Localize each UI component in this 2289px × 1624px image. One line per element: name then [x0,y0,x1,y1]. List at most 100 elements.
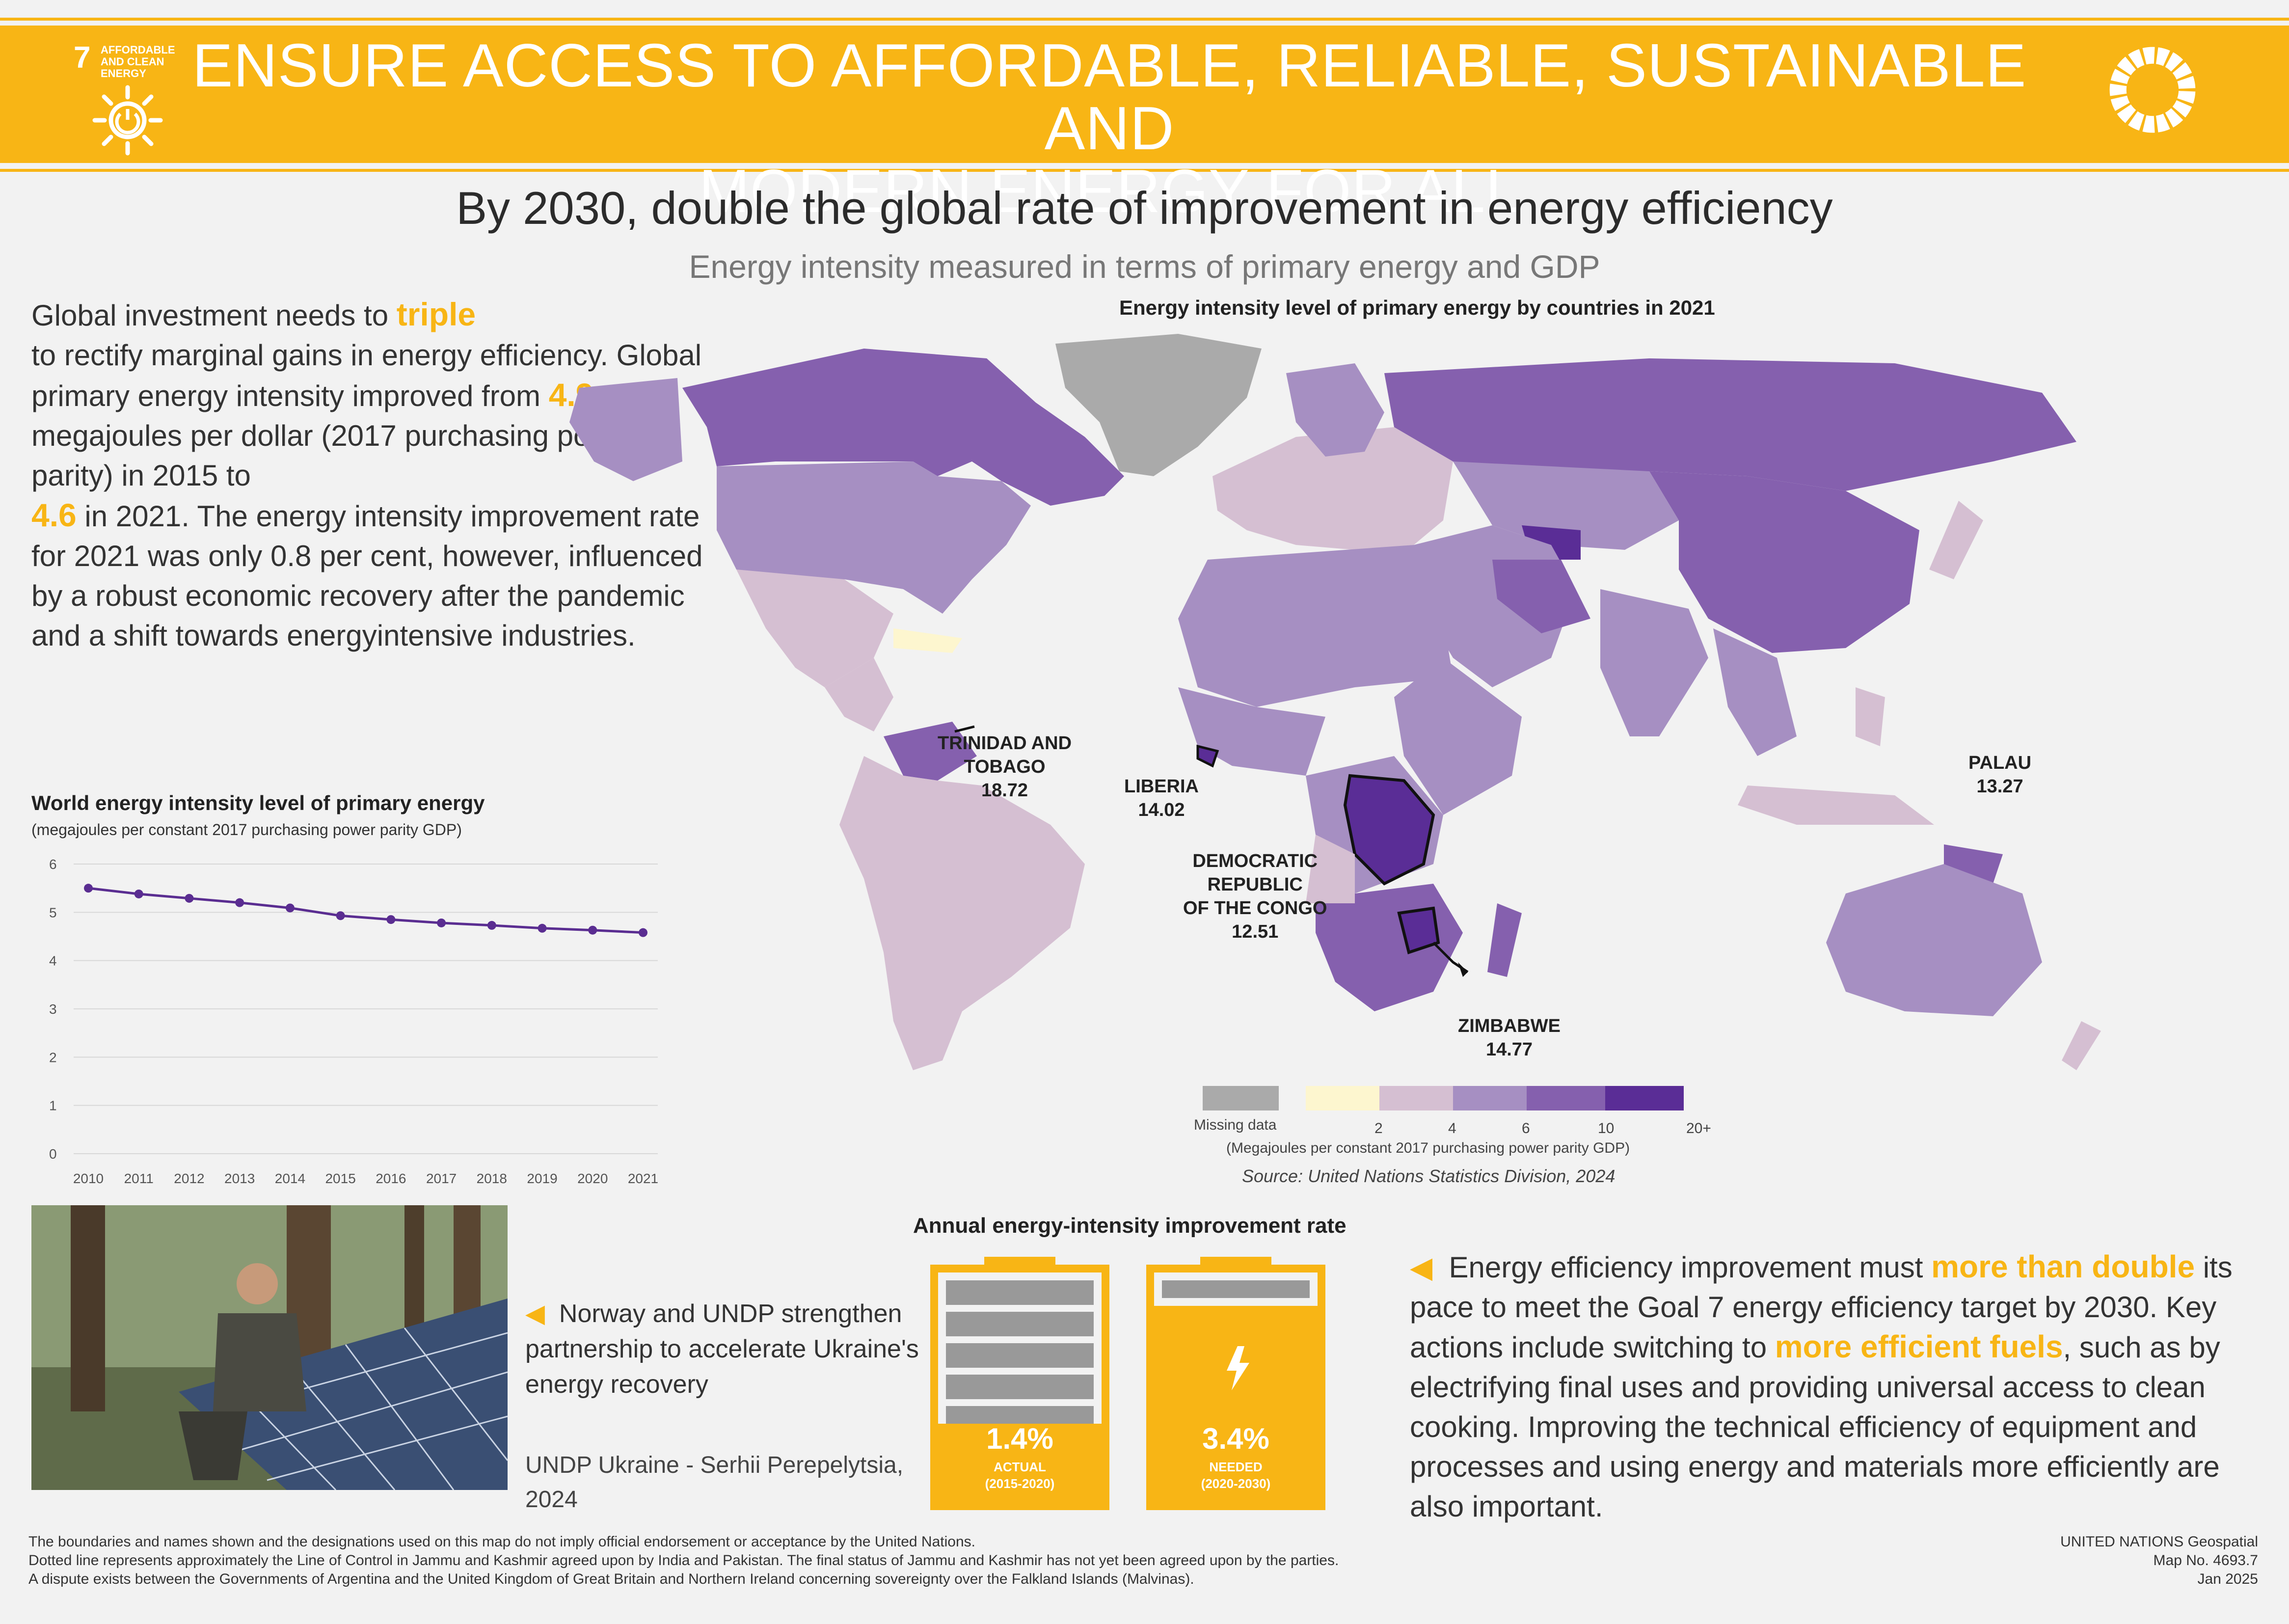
label-liberia-line1: LIBERIA [1124,776,1199,797]
sdg-wheel-segment [2165,108,2183,128]
data-point [487,920,496,930]
sdg-wheel-segment [2110,95,2130,111]
battery-segment [1162,1280,1310,1298]
map-region-europe [1212,427,1453,550]
sub-subtitle: Energy intensity measured in terms of pr… [689,248,1600,285]
efficiency-highlight-fuels: more efficient fuels [1775,1329,2063,1364]
y-tick-label: 1 [49,1098,57,1113]
x-tick-label: 2011 [124,1171,154,1186]
map-region-australia [1826,864,2042,1016]
map-region-zimbabwe [1397,906,1440,954]
y-tick-label: 3 [49,1001,57,1017]
sdg-wheel-segment [2128,111,2145,131]
intro-part-2: to rectify marginal gains in energy effi… [31,339,702,412]
header-bottom-line [0,169,2289,172]
battery-needed-cap [1200,1257,1271,1265]
label-trinidad-line2: TOBAGO [964,757,1046,777]
sdg-wheel-segment [2172,100,2192,118]
x-tick-label: 2018 [477,1171,507,1186]
map-region-china [1649,471,1919,653]
label-zimbabwe: ZIMBABWE 14.77 [1458,1014,1561,1061]
label-liberia-value: 14.02 [1138,800,1185,820]
map-region-south-america [839,756,1085,1070]
sdg-wheel-segment [2117,104,2136,123]
legend-swatch-missing [1203,1086,1279,1110]
battery-needed-body: 3.4% NEEDED (2020-2030) [1146,1265,1325,1510]
map-region-central-america [825,658,893,731]
photo-credit: UNDP Ukraine - Serhii Perepelytsia, 2024 [525,1452,904,1513]
x-tick-label: 2016 [376,1171,406,1186]
label-drc: DEMOCRATIC REPUBLIC OF THE CONGO 12.51 [1183,849,1327,944]
legend-unit: (Megajoules per constant 2017 purchasing… [1226,1140,1630,1156]
title-line-1: ENSURE ACCESS TO AFFORDABLE, RELIABLE, S… [192,32,2027,162]
energy-sun-icon [92,85,163,156]
data-point [185,893,194,903]
data-point [538,923,547,933]
intro-part-3: megajoules per dollar (2017 purchasing p… [31,419,638,492]
sdg-wheel-segment [2172,62,2192,80]
footnote-line-1: The boundaries and names shown and the d… [28,1534,975,1550]
map-region-madagascar [1487,903,1522,977]
goal-label: AFFORDABLE AND CLEAN ENERGY [101,44,175,80]
map-region-southeast-asia [1713,628,1797,756]
line-chart-subtitle: (megajoules per constant 2017 purchasing… [31,821,462,839]
data-point [134,889,143,898]
data-point [336,911,345,920]
data-point [437,918,446,927]
label-drc-line3: OF THE CONGO [1183,898,1327,919]
sdg-wheel-segment [2156,113,2170,133]
map-credits: UNITED NATIONS Geospatial Map No. 4693.7… [1914,1533,2258,1589]
map-region-north-africa [1178,545,1453,707]
x-tick-label: 2015 [325,1171,355,1186]
map-region-alaska [569,378,682,481]
map-region-mexico [736,569,893,687]
efficiency-text-part-1: Energy efficiency improvement must [1449,1251,1932,1284]
sdg-wheel-segment [2128,49,2145,69]
x-tick-label: 2012 [174,1171,204,1186]
legend-tick-10: 10 [1598,1120,1615,1137]
header-top-line [0,18,2289,21]
sdg-wheel-segment [2177,76,2196,89]
map-region-angola [1306,835,1355,903]
legend-tick-2: 2 [1374,1120,1383,1137]
battery-segment [946,1375,1094,1399]
legend-swatch-10-20 [1605,1086,1684,1110]
label-zimbabwe-line1: ZIMBABWE [1458,1016,1561,1036]
map-region-liberia [1196,744,1219,768]
battery-segment [946,1312,1094,1336]
lightning-bolt-icon [1227,1346,1249,1390]
battery-actual: 1.4% ACTUAL (2015-2020) [930,1257,1109,1510]
label-trinidad: TRINIDAD AND TOBAGO 18.72 [938,731,1072,802]
sdg-wheel-segment [2109,83,2127,96]
efficiency-text-part-3: , such as by electrifying final uses and… [1410,1331,2220,1523]
map-region-iran [1492,560,1590,633]
actual-rate-value: 1.4% [986,1422,1053,1455]
data-point [639,928,647,937]
title-line-2: MODERN ENERGY FOR ALL [699,158,1520,225]
sdg-wheel-segment [2156,47,2170,66]
efficiency-text: ◀ Energy efficiency improvement must mor… [1410,1247,2264,1526]
battery-needed: 3.4% NEEDED (2020-2030) [1146,1257,1325,1510]
subtitle: By 2030, double the global rate of impro… [456,182,1833,234]
trinidad-callout-line [954,725,975,733]
world-energy-intensity-line-chart: 0 1 2 3 4 5 6 2010 2011 2012 2013 2014 2015 2016 2017 2… [49,857,658,1186]
label-palau: PALAU 13.27 [1968,751,2031,798]
y-tick-label: 4 [49,953,57,969]
intro-part-1: Global investment needs to [31,299,397,332]
credits-map-number: Map No. 4693.7 [2153,1552,2258,1569]
header-band [0,26,2289,163]
legend-tick-4: 4 [1448,1120,1456,1137]
legend-tick-20-plus: 20+ [1686,1120,1711,1137]
data-point [386,915,396,924]
battery-segment [946,1280,1094,1305]
sdg-wheel-icon [2109,47,2196,133]
line-chart-title: World energy intensity level of primary … [31,791,485,814]
x-tick-label: 2020 [577,1171,608,1186]
sdg-wheel-segment [2142,47,2155,65]
map-region-caribbean [893,628,962,653]
label-drc-line2: REPUBLIC [1207,874,1303,895]
map-region-russia [1384,358,2076,491]
y-tick-label: 6 [49,857,57,872]
map-region-philippines [1856,687,1885,746]
x-tick-label: 2019 [527,1171,557,1186]
